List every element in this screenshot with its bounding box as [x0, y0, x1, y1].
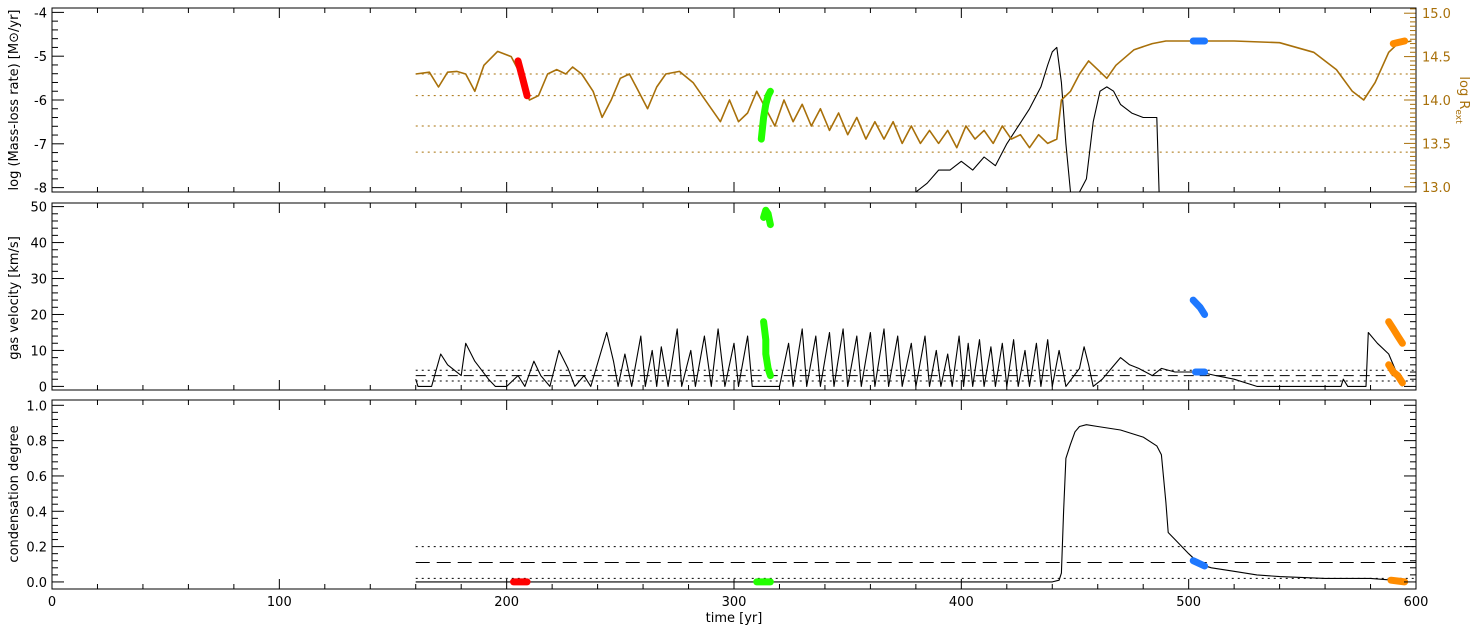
y-tick-label: 20 — [30, 308, 47, 323]
y-tick-label: 30 — [30, 273, 47, 288]
x-tick-label: 0 — [48, 595, 56, 610]
x-tick-label: 100 — [267, 595, 292, 610]
y-ticks: -8 -7 -6 -5 -4 — [34, 6, 64, 197]
highlight-group — [760, 206, 1406, 387]
x-tick-label: 400 — [949, 595, 974, 610]
series-line — [415, 328, 1403, 387]
x-tick-label: 600 — [1404, 595, 1429, 610]
highlight-group — [510, 557, 1409, 586]
y-tick-label: 0.0 — [26, 576, 47, 591]
y-tick-label: 10 — [30, 344, 47, 359]
y-tick-label: -8 — [34, 182, 47, 197]
y-ticks: 0.0 0.2 0.4 0.6 0.8 1.0 — [26, 399, 1416, 591]
highlight-segment — [514, 57, 531, 100]
y-axis-label: condensation degree — [7, 425, 22, 562]
x-tick-label: 200 — [494, 595, 519, 610]
reference-lines — [415, 369, 1416, 382]
y-tick-label: -5 — [34, 50, 47, 65]
y-tick-label: 40 — [30, 237, 47, 252]
series-line — [915, 46, 1160, 193]
y-tick-label: 50 — [30, 201, 47, 216]
highlight-segment — [760, 318, 774, 380]
highlight-segment — [1189, 557, 1209, 570]
y-ticks: 0 10 20 30 40 50 — [30, 201, 1416, 395]
x-tick-label: 500 — [1176, 595, 1201, 610]
y-tick-label: -6 — [34, 94, 47, 109]
highlight-group — [514, 37, 1409, 143]
series-group — [415, 424, 1405, 583]
panel-frame — [51, 202, 1417, 391]
x-ticks — [51, 203, 1417, 390]
highlight-segment — [760, 206, 774, 229]
y-tick-label: 0.8 — [26, 435, 47, 450]
series-group — [415, 40, 1412, 193]
highlight-segment — [1189, 296, 1209, 318]
y-tick-label: 0.6 — [26, 470, 47, 485]
x-ticks — [51, 8, 1417, 192]
highlight-segment — [1389, 37, 1409, 48]
y-tick-label: 0 — [39, 380, 47, 395]
right-tick-label: 14.0 — [1422, 94, 1451, 109]
series-line — [415, 40, 1412, 149]
panel-condensation: condensation degree time [yr] 0.00.20.40… — [7, 399, 1428, 626]
y-tick-label: 0.2 — [26, 541, 47, 556]
panel-massloss: log (Mass-loss rate) [M⊙/yr] log Rext -8… — [7, 6, 1471, 196]
x-ticks: 0 100 200 300 400 500 600 — [48, 400, 1429, 610]
highlight-segment — [1385, 318, 1406, 347]
y-tick-label: 1.0 — [26, 399, 47, 414]
panel-frame — [51, 7, 1417, 193]
right-tick-label: 13.5 — [1422, 137, 1451, 152]
right-axis-label-main: log R — [1456, 76, 1471, 109]
series-line — [415, 424, 1405, 583]
highlight-segment — [1387, 576, 1409, 586]
y-axis-label: log (Mass-loss rate) [M⊙/yr] — [7, 10, 22, 191]
y-tick-label: -7 — [34, 138, 47, 153]
x-axis-label: time [yr] — [706, 611, 763, 626]
reference-lines — [415, 73, 1416, 153]
panel-frame — [51, 399, 1417, 590]
series-group — [415, 328, 1403, 387]
panel-velocity: gas velocity [km/s] 0 10 20 30 40 50 — [7, 201, 1417, 395]
right-tick-label: 14.5 — [1422, 51, 1451, 66]
reference-lines — [415, 546, 1416, 579]
right-tick-label: 13.0 — [1422, 181, 1451, 196]
highlight-segment — [1385, 361, 1406, 387]
right-tick-label: 15.0 — [1422, 7, 1451, 22]
right-axis-label: log Rext — [1453, 76, 1471, 124]
y-axis-label: gas velocity [km/s] — [7, 236, 22, 360]
y-tick-label: 0.4 — [26, 505, 47, 520]
x-tick-label: 300 — [722, 595, 747, 610]
right-ticks: 13.0 13.5 14.0 14.5 15.0 — [1404, 7, 1451, 196]
highlight-segment — [757, 87, 774, 143]
y-tick-label: -4 — [34, 6, 47, 21]
right-axis-label-sub: ext — [1453, 109, 1463, 124]
